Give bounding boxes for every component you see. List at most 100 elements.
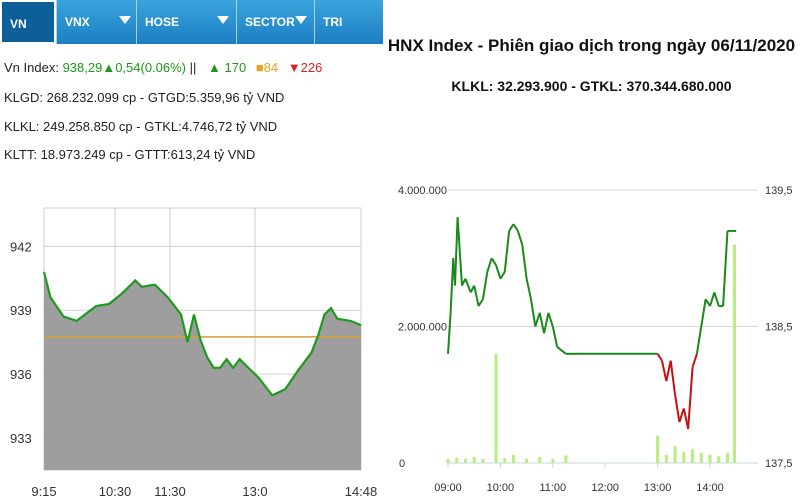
chevron-down-icon[interactable] — [217, 16, 229, 24]
negotiated-line: KLTT: 18.973.249 cp - GTTT:613,24 tỷ VND — [4, 147, 256, 162]
tab-label: HOSE — [145, 15, 180, 29]
tab-hose[interactable]: HOSE — [136, 0, 236, 44]
x-tick-label: 10:30 — [99, 484, 132, 499]
price-segment — [458, 244, 463, 286]
price-segment — [529, 299, 537, 327]
index-label: Vn Index: — [4, 60, 59, 75]
volume-bar — [551, 458, 555, 463]
price-segment — [713, 292, 720, 307]
volume-bar — [664, 454, 668, 463]
price-segment — [543, 312, 550, 334]
price-segment — [464, 278, 472, 293]
price-segment — [665, 360, 672, 382]
y-left-tick-label: 0 — [399, 458, 405, 470]
price-segment — [525, 278, 532, 300]
y-tick-label: 936 — [10, 367, 32, 382]
y-left-tick-label: 4.000.000 — [398, 185, 447, 197]
price-segment — [722, 230, 729, 307]
declines-count: ▼226 — [287, 60, 323, 75]
chevron-down-icon[interactable] — [295, 16, 307, 24]
index-value: 938,29 — [62, 60, 103, 75]
volume-bar — [494, 353, 498, 463]
y-right-tick-label: 137,5 — [765, 458, 793, 470]
volume-bar — [725, 452, 729, 463]
volume-bar — [732, 244, 736, 463]
volume-bar — [682, 452, 686, 463]
price-segment — [691, 353, 698, 368]
price-segment — [534, 312, 541, 327]
price-segment — [477, 298, 484, 307]
matched-line: KLKL: 249.258.850 cp - GTKL:4.746,72 tỷ … — [4, 119, 278, 134]
price-segment — [490, 257, 497, 266]
price-segment — [538, 312, 546, 334]
tab-label: SECTOR — [245, 15, 295, 29]
x-tick-label: 11:00 — [539, 482, 566, 494]
y-tick-label: 942 — [10, 239, 32, 254]
price-segment — [456, 217, 461, 245]
tab-tri[interactable]: TRI — [314, 0, 383, 44]
price-segment — [486, 257, 493, 273]
volume-bar — [699, 452, 703, 463]
y-right-tick-label: 139,5 — [765, 185, 793, 197]
y-tick-label: 933 — [10, 431, 32, 446]
unchanged-count: ■84 — [255, 60, 279, 75]
price-segment — [449, 258, 455, 313]
y-tick-label: 939 — [10, 303, 32, 318]
index-area — [44, 271, 361, 470]
price-segment — [669, 360, 677, 395]
volume-value-line: KLGD: 268.232.099 cp - GTGD:5.359,96 tỷ … — [4, 90, 285, 105]
x-tick-label: 11:30 — [154, 484, 186, 499]
price-segment — [551, 326, 559, 348]
x-tick-label: 13:0 — [242, 484, 267, 499]
x-tick-label: 13:00 — [644, 482, 672, 494]
volume-bar — [564, 455, 568, 463]
index-summary: Vn Index: 938,29▲0,54(0.06%) || ▲ 170 ■8… — [4, 60, 322, 75]
x-tick-label: 14:48 — [345, 484, 378, 499]
price-segment — [700, 299, 707, 327]
chevron-down-icon[interactable] — [119, 16, 131, 24]
price-segment — [660, 360, 668, 382]
tab-label: TRI — [323, 15, 343, 29]
price-segment — [687, 367, 694, 429]
price-segment — [547, 312, 554, 327]
price-segment — [656, 353, 663, 362]
volume-bar — [503, 458, 507, 463]
price-segment — [704, 298, 711, 307]
x-tick-label: 14:00 — [696, 482, 724, 494]
tab-label: VN INDEX — [10, 17, 47, 75]
x-tick-label: 12:00 — [591, 482, 619, 494]
x-tick-label: 09:00 — [434, 482, 462, 494]
tab-vn-index[interactable]: VN INDEX — [0, 0, 56, 75]
hnx-index-chart: 4.000.000 2.000.000 0 139,5 138,5 137,5 09:00 1… — [398, 185, 793, 494]
price-segment — [503, 230, 511, 273]
price-segment — [473, 285, 480, 307]
price-segment — [512, 223, 519, 232]
volume-bar — [481, 458, 485, 463]
volume-bar — [656, 435, 660, 463]
chart-title: HNX Index - Phiên giao dịch trong ngày 0… — [387, 36, 796, 55]
market-tab-bar: VN INDEX VNX HOSE SECTOR TRI — [0, 0, 383, 75]
vn-index-chart: 942 939 936 933 9:15 10:30 11:30 13:0 14:48 — [10, 207, 378, 499]
price-segment — [674, 394, 681, 423]
hnx-index-panel: 4.000.000 2.000.000 0 139,5 138,5 137,5 09:00 1… — [383, 0, 800, 500]
chart-subtitle: KLKL: 32.293.900 - GTKL: 370.344.680.000 — [451, 78, 732, 94]
price-segment — [556, 346, 567, 355]
volume-bar — [525, 458, 529, 463]
y-left-tick-label: 2.000.000 — [398, 322, 447, 334]
volume-bar — [455, 457, 459, 463]
volume-bar — [538, 456, 542, 463]
index-line — [42, 271, 362, 397]
price-segment — [709, 292, 716, 307]
tab-vnx[interactable]: VNX — [56, 0, 136, 44]
price-segment — [695, 326, 703, 354]
volume-bar — [446, 458, 450, 463]
separator: || — [189, 60, 197, 75]
y-right-tick-label: 138,5 — [765, 322, 793, 334]
price-segment — [481, 271, 489, 300]
advances-count: ▲ 170 — [208, 60, 247, 75]
x-tick-label: 10:00 — [487, 482, 515, 494]
volume-bar — [717, 456, 721, 463]
tab-sector[interactable]: SECTOR — [236, 0, 314, 44]
price-segment — [453, 217, 459, 286]
price-segment — [521, 244, 528, 279]
